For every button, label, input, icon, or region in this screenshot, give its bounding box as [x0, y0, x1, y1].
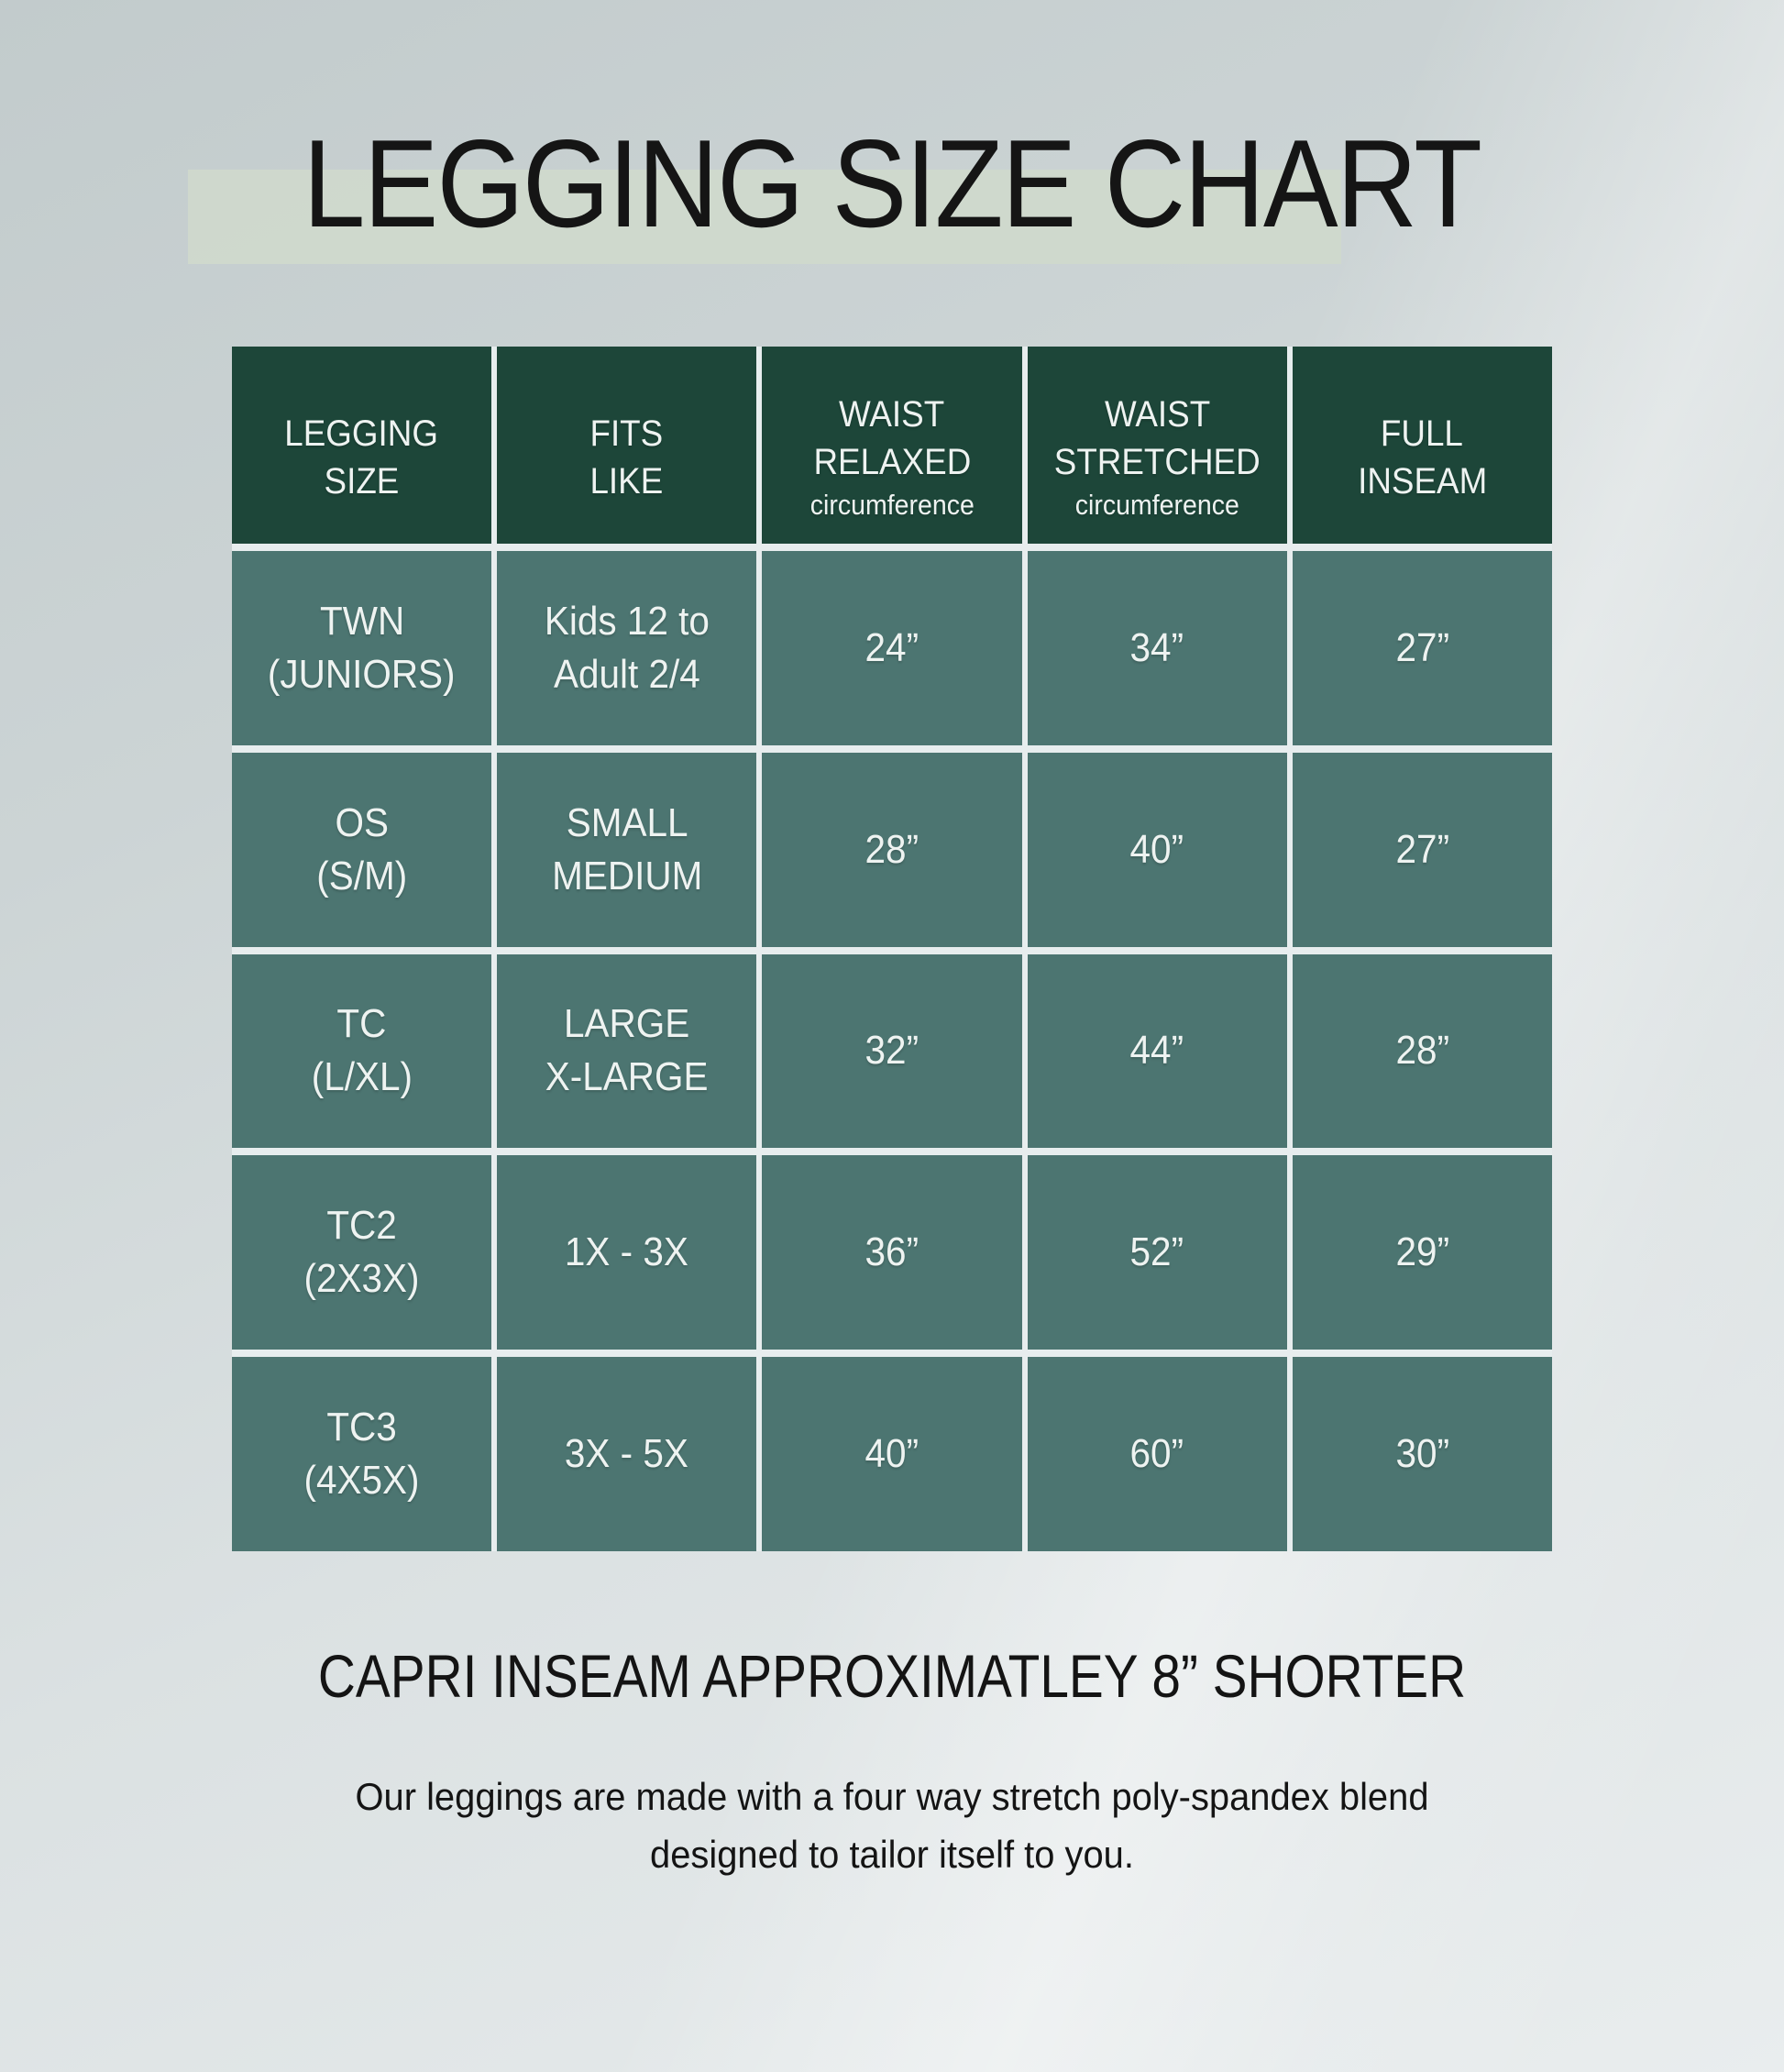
title-highlight-band	[188, 170, 1341, 264]
header-cell-full-inseam: FULL INSEAM	[1292, 347, 1552, 544]
size-chart-table: LEGGING SIZE FITS LIKE WAIST RELAXED cir…	[232, 347, 1552, 1551]
header-subtext-circumference: circumference	[1074, 488, 1239, 521]
cell-waist-relaxed: 36”	[762, 1155, 1022, 1350]
cell-fits-like: SMALL MEDIUM	[497, 752, 757, 947]
cell-size: OS (S/M)	[232, 752, 492, 947]
header-subtext-circumference: circumference	[809, 488, 975, 521]
cell-waist-stretched: 44”	[1027, 953, 1287, 1149]
cell-full-inseam: 29”	[1292, 1155, 1552, 1350]
cell-fits-like: LARGE X-LARGE	[497, 953, 757, 1149]
cell-size: TC (L/XL)	[232, 953, 492, 1149]
cell-waist-relaxed: 40”	[762, 1357, 1022, 1551]
cell-fits-like: 3X - 5X	[497, 1357, 757, 1551]
capri-inseam-note: CAPRI INSEAM APPROXIMATLEY 8” SHORTER	[317, 1642, 1467, 1710]
cell-full-inseam: 28”	[1292, 953, 1552, 1149]
cell-waist-stretched: 40”	[1027, 752, 1287, 947]
fabric-description: Our leggings are made with a four way st…	[0, 1768, 1784, 1883]
cell-full-inseam: 30”	[1292, 1357, 1552, 1551]
fabric-description-line2: designed to tailor itself to you.	[650, 1833, 1134, 1876]
cell-waist-relaxed: 24”	[762, 551, 1022, 745]
header-cell-legging-size: LEGGING SIZE	[232, 347, 492, 544]
fabric-description-line1: Our leggings are made with a four way st…	[355, 1775, 1429, 1818]
cell-waist-stretched: 52”	[1027, 1155, 1287, 1350]
cell-size: TC3 (4X5X)	[232, 1357, 492, 1551]
cell-waist-relaxed: 32”	[762, 953, 1022, 1149]
cell-waist-relaxed: 28”	[762, 752, 1022, 947]
cell-full-inseam: 27”	[1292, 551, 1552, 745]
header-cell-waist-stretched: WAIST STRETCHED circumference	[1027, 347, 1287, 544]
cell-size: TC2 (2X3X)	[232, 1155, 492, 1350]
page-title-text: LEGGING SIZE CHART	[303, 114, 1483, 253]
page-title: LEGGING SIZE CHART	[0, 121, 1784, 246]
header-cell-fits-like: FITS LIKE	[497, 347, 757, 544]
cell-fits-like: 1X - 3X	[497, 1155, 757, 1350]
cell-waist-stretched: 34”	[1027, 551, 1287, 745]
cell-waist-stretched: 60”	[1027, 1357, 1287, 1551]
cell-full-inseam: 27”	[1292, 752, 1552, 947]
header-cell-waist-relaxed: WAIST RELAXED circumference	[762, 347, 1022, 544]
cell-fits-like: Kids 12 to Adult 2/4	[497, 551, 757, 745]
cell-size: TWN (JUNIORS)	[232, 551, 492, 745]
